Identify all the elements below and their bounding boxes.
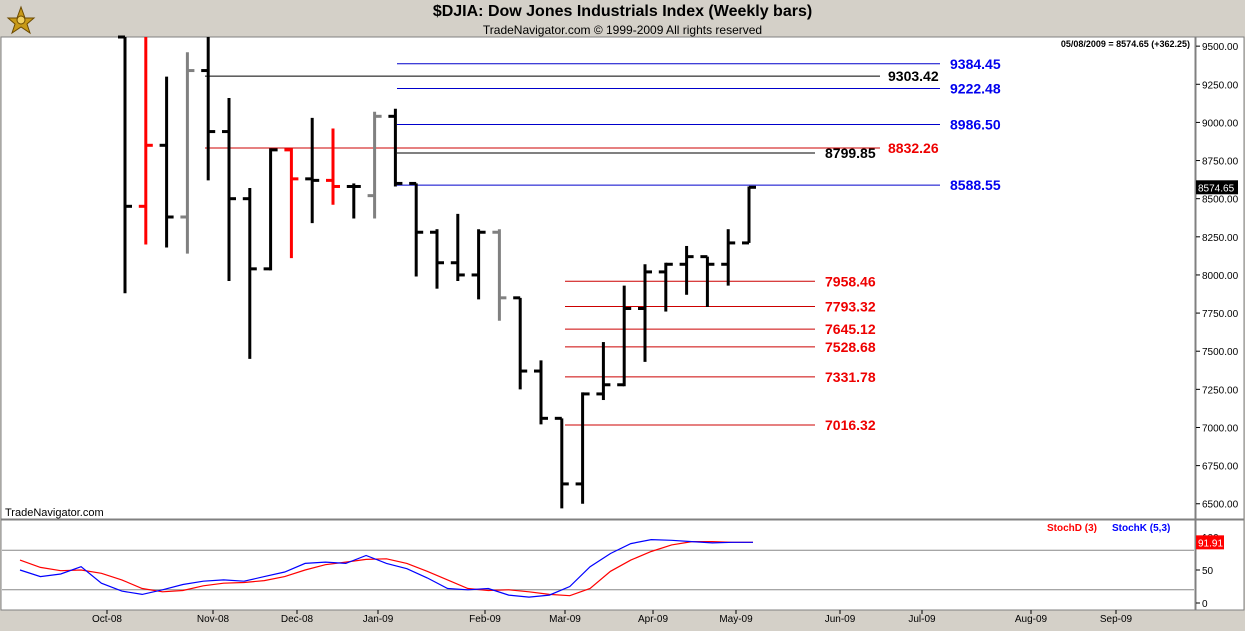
ohlc-bar [118, 35, 132, 294]
ohlc-bar [721, 229, 736, 286]
time-tick-label: Mar-09 [549, 614, 581, 625]
level-label: 9384.45 [950, 56, 1001, 72]
level-label: 8986.50 [950, 116, 1001, 132]
stoch-tick-label: 0 [1202, 599, 1208, 610]
ohlc-bar [409, 181, 424, 277]
last-price-label: 8574.65 [1198, 183, 1235, 194]
level-label: 9222.48 [950, 80, 1001, 96]
time-axis: Oct-08 Nov-08 Dec-08 Jan-09 Feb-09 Mar-09 Apr-… [92, 610, 1133, 625]
level-label: 7793.32 [825, 298, 876, 314]
time-tick-label: Nov-08 [197, 614, 230, 625]
ohlc-bar [554, 416, 569, 509]
ohlc-bar [658, 262, 673, 312]
legend-stochk: StochK (5,3) [1112, 523, 1170, 534]
ohlc-bar [596, 342, 611, 401]
level-label: 8588.55 [950, 177, 1001, 193]
ohlc-bar [450, 213, 465, 282]
last-price-box [1196, 180, 1238, 195]
chart-subtitle: TradeNavigator.com © 1999-2009 All right… [482, 23, 763, 37]
price-tick-label: 6500.00 [1202, 500, 1239, 511]
ohlc-bar [534, 360, 548, 425]
level-label: 9303.42 [888, 68, 939, 84]
ohlc-bar [388, 108, 403, 187]
ohlc-bar [326, 128, 340, 205]
price-panel [0, 36, 1196, 520]
level-label: 7331.78 [825, 369, 876, 385]
level-label: 7528.68 [825, 339, 876, 355]
ohlc-bar [742, 185, 756, 245]
ohlc-bars [118, 35, 756, 509]
ohlc-bar [700, 255, 715, 307]
price-tick-label: 9250.00 [1202, 80, 1239, 91]
level-label: 7958.46 [825, 273, 876, 289]
level-label: 7645.12 [825, 321, 876, 337]
stoch-series-line [19, 538, 753, 598]
level-label: 7016.32 [825, 417, 876, 433]
ohlc-bar [367, 111, 382, 219]
time-tick-label: Apr-09 [638, 614, 668, 625]
price-tick-label: 7250.00 [1202, 385, 1239, 396]
ohlc-bar [513, 296, 528, 390]
price-tick-label: 8750.00 [1202, 157, 1239, 168]
stoch-last-label: 91.91 [1198, 538, 1223, 549]
price-levels: 9384.45 9303.42 9222.48 8986.50 8832.26 8799.… [205, 56, 1001, 433]
time-tick-label: Aug-09 [1015, 614, 1048, 625]
chart-title: $DJIA: Dow Jones Industrials Index (Week… [432, 3, 813, 20]
indicator-panel [0, 519, 1196, 611]
level-label: 8799.85 [825, 145, 876, 161]
ohlc-bar [222, 98, 236, 282]
time-tick-label: Feb-09 [469, 614, 501, 625]
ohlc-bar [180, 52, 195, 254]
ohlc-bar [305, 117, 320, 224]
ohlc-bar [263, 148, 278, 271]
stoch-tick-label: 50 [1202, 566, 1214, 577]
ohlc-bar [284, 148, 299, 259]
ohlc-bar [471, 229, 486, 300]
ohlc-bar [638, 264, 652, 362]
ohlc-bar [346, 183, 361, 219]
level-label: 8832.26 [888, 140, 939, 156]
time-tick-label: Jun-09 [825, 614, 856, 625]
time-tick-label: Jan-09 [363, 614, 394, 625]
time-tick-label: Dec-08 [281, 614, 314, 625]
price-tick-label: 8250.00 [1202, 233, 1239, 244]
time-tick-label: May-09 [719, 614, 753, 625]
tradenavigator-logo-icon [4, 4, 38, 36]
ohlc-bar [492, 229, 507, 321]
time-tick-label: Sep-09 [1100, 614, 1133, 625]
info-line: 05/08/2009 = 8574.65 (+362.25) [1061, 39, 1190, 49]
watermark: TradeNavigator.com [5, 507, 104, 519]
ohlc-bar [138, 37, 153, 245]
time-tick-label: Jul-09 [908, 614, 936, 625]
ohlc-bar [617, 285, 632, 387]
time-tick-label: Oct-08 [92, 614, 122, 625]
price-tick-label: 7000.00 [1202, 423, 1239, 434]
indicator-axis-bg [1195, 519, 1245, 611]
ohlc-bar [575, 392, 590, 504]
ohlc-bar [201, 37, 216, 181]
ohlc-bar [679, 245, 694, 295]
stoch-last-box [1196, 535, 1224, 550]
price-tick-label: 8500.00 [1202, 195, 1239, 206]
stoch-series-line [19, 540, 753, 597]
price-axis-bg [1195, 36, 1245, 520]
price-tick-label: 7750.00 [1202, 309, 1239, 320]
ohlc-bar [242, 188, 257, 359]
price-tick-label: 8000.00 [1202, 271, 1239, 282]
price-tick-label: 6750.00 [1202, 462, 1239, 473]
price-axis: 9500.00 9250.00 9000.00 8750.00 8500.00 8250.… [1196, 42, 1239, 511]
price-tick-label: 9500.00 [1202, 42, 1239, 53]
ohlc-bar [430, 229, 444, 289]
price-tick-label: 9000.00 [1202, 118, 1239, 129]
ohlc-bar [159, 76, 174, 248]
price-tick-label: 7500.00 [1202, 347, 1239, 358]
legend-stochd: StochD (3) [1047, 523, 1097, 534]
